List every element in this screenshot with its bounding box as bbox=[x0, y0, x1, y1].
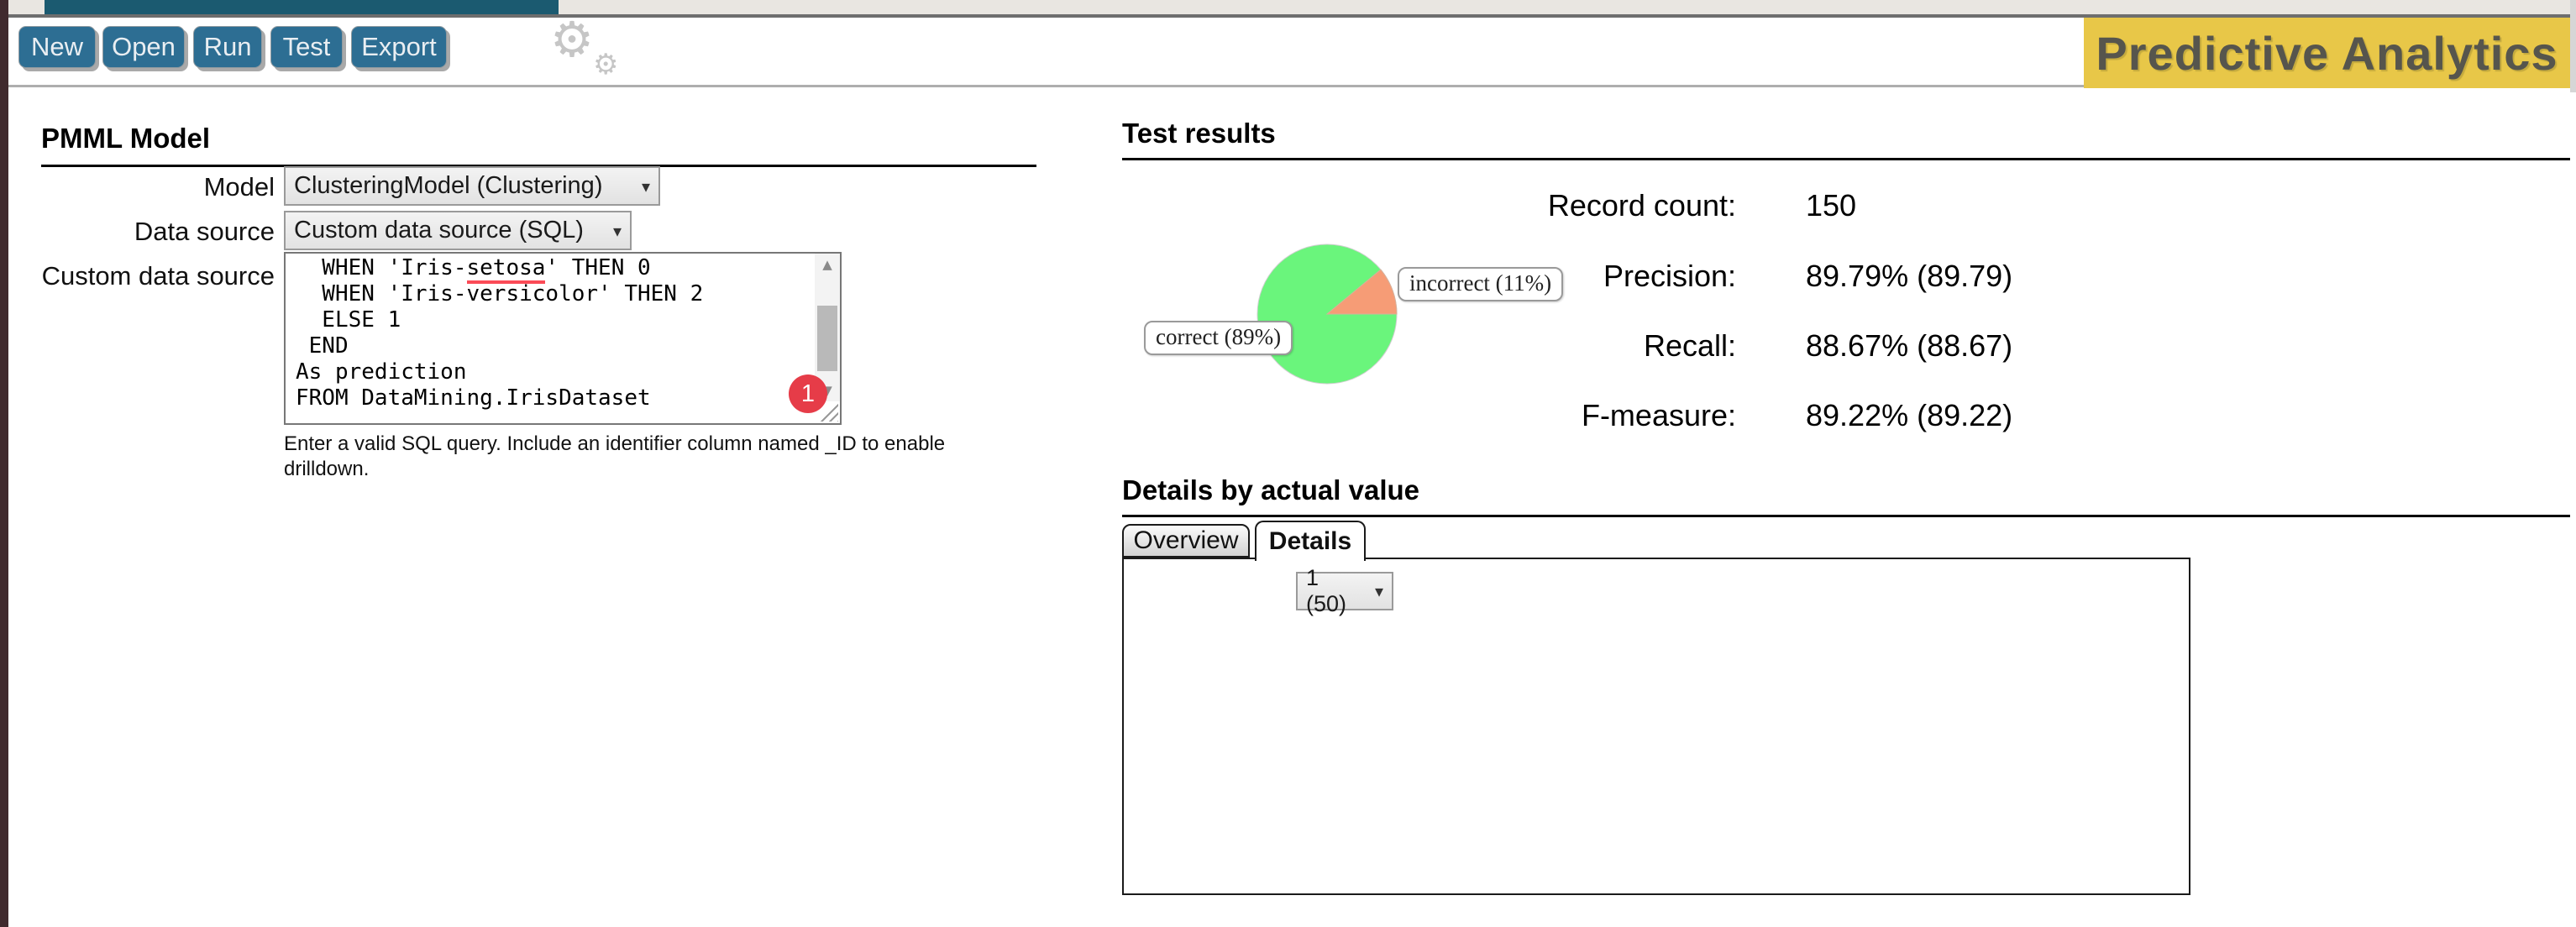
recall-label: Recall: bbox=[1643, 328, 1736, 363]
browser-tab-bar bbox=[45, 0, 559, 14]
data-source-select[interactable]: Custom data source (SQL) ▾ bbox=[284, 211, 632, 250]
record-count-value: 150 bbox=[1806, 188, 1857, 223]
app-title: Predictive Analytics bbox=[2096, 26, 2558, 80]
test-results-underline bbox=[1122, 158, 2570, 160]
tab-overview[interactable]: Overview bbox=[1122, 524, 1250, 558]
open-button[interactable]: Open bbox=[102, 26, 185, 68]
toolbar-divider bbox=[8, 85, 2576, 87]
precision-label: Precision: bbox=[1603, 259, 1736, 293]
record-count-label: Record count: bbox=[1547, 188, 1736, 223]
scroll-down-icon[interactable]: ▼ bbox=[822, 383, 832, 398]
chevron-down-icon: ▾ bbox=[1374, 581, 1383, 601]
test-results-heading: Test results bbox=[1122, 118, 1276, 149]
top-strip bbox=[8, 0, 2576, 18]
tab-details-label: Details bbox=[1268, 527, 1352, 555]
run-button[interactable]: Run bbox=[193, 26, 262, 68]
scroll-up-icon[interactable]: ▲ bbox=[822, 257, 832, 272]
sql-query-text: WHEN 'Iris-setosa' THEN 0 WHEN 'Iris-ver… bbox=[296, 255, 704, 411]
sql-helper-text: Enter a valid SQL query. Include an iden… bbox=[284, 432, 946, 480]
sql-query-textarea[interactable]: WHEN 'Iris-setosa' THEN 0 WHEN 'Iris-ver… bbox=[284, 252, 842, 425]
correct-callout-label: correct (89%) bbox=[1144, 321, 1293, 355]
model-select[interactable]: ClusteringModel (Clustering) ▾ bbox=[284, 166, 660, 206]
app-banner: Predictive Analytics bbox=[2084, 18, 2570, 88]
scrollbar-sliver[interactable] bbox=[2570, 0, 2576, 92]
settings-gear-small-icon: ⚙ bbox=[593, 48, 619, 81]
new-button[interactable]: New bbox=[18, 26, 96, 68]
export-button[interactable]: Export bbox=[351, 26, 447, 68]
model-label: Model bbox=[203, 172, 275, 202]
model-select-value: ClusteringModel (Clustering) bbox=[294, 172, 603, 199]
chevron-down-icon: ▾ bbox=[612, 220, 622, 241]
test-button[interactable]: Test bbox=[270, 26, 343, 68]
pmml-model-heading: PMML Model bbox=[41, 123, 211, 154]
chevron-down-icon: ▾ bbox=[641, 175, 650, 196]
actual-value-select-value: 1 (50) bbox=[1306, 565, 1347, 616]
details-panel bbox=[1122, 558, 2190, 895]
misspelled-word: setosa bbox=[466, 255, 546, 284]
textarea-scrollbar[interactable]: ▲ ▼ bbox=[815, 254, 840, 401]
details-heading: Details by actual value bbox=[1122, 474, 1419, 505]
precision-value: 89.79% (89.79) bbox=[1806, 259, 2013, 293]
scrollbar-thumb[interactable] bbox=[817, 306, 837, 371]
f-measure-label: F-measure: bbox=[1581, 398, 1736, 432]
settings-gear-icon[interactable]: ⚙ bbox=[550, 11, 594, 68]
data-source-select-value: Custom data source (SQL) bbox=[294, 217, 584, 244]
incorrect-callout-label: incorrect (11%) bbox=[1398, 267, 1564, 301]
pie-slice-incorrect[interactable] bbox=[1325, 269, 1398, 315]
custom-data-source-label: Custom data source bbox=[41, 261, 275, 291]
pmml-heading-underline bbox=[41, 165, 1036, 167]
tab-details[interactable]: Details bbox=[1255, 521, 1366, 561]
tab-overview-label: Overview bbox=[1133, 526, 1239, 554]
data-source-label: Data source bbox=[134, 217, 275, 246]
details-underline bbox=[1122, 515, 2570, 517]
notification-badge: 1 bbox=[789, 374, 827, 413]
recall-value: 88.67% (88.67) bbox=[1806, 328, 2013, 363]
actual-value-select[interactable]: 1 (50) ▾ bbox=[1296, 565, 1393, 616]
f-measure-value: 89.22% (89.22) bbox=[1806, 398, 2013, 432]
left-edge-stripe bbox=[0, 0, 8, 927]
